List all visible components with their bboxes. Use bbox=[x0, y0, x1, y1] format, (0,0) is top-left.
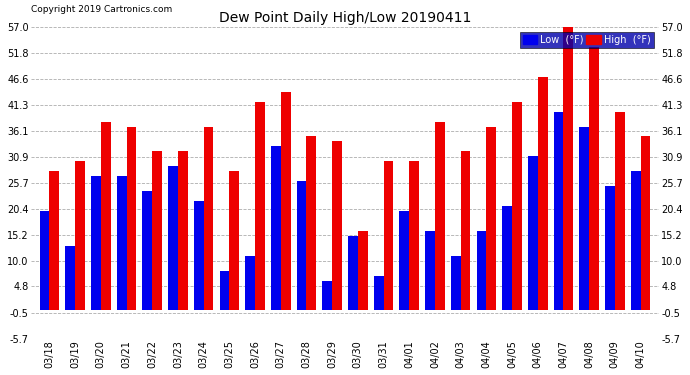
Bar bbox=[461, 152, 471, 310]
Bar bbox=[178, 152, 188, 310]
Legend: Low  (°F), High  (°F): Low (°F), High (°F) bbox=[520, 32, 653, 48]
Bar bbox=[219, 271, 229, 310]
Bar bbox=[245, 256, 255, 310]
Bar bbox=[271, 146, 281, 310]
Bar bbox=[168, 166, 178, 310]
Bar bbox=[553, 112, 564, 310]
Bar bbox=[631, 171, 640, 310]
Bar bbox=[75, 161, 85, 310]
Bar bbox=[477, 231, 486, 310]
Bar bbox=[374, 276, 384, 310]
Title: Dew Point Daily High/Low 20190411: Dew Point Daily High/Low 20190411 bbox=[219, 10, 471, 25]
Bar bbox=[143, 191, 152, 310]
Bar bbox=[281, 92, 290, 310]
Bar bbox=[538, 77, 547, 310]
Bar bbox=[101, 122, 110, 310]
Bar bbox=[564, 27, 573, 310]
Bar bbox=[435, 122, 445, 310]
Bar bbox=[640, 136, 650, 310]
Bar bbox=[91, 176, 101, 310]
Bar bbox=[451, 256, 461, 310]
Bar bbox=[126, 126, 137, 310]
Text: Copyright 2019 Cartronics.com: Copyright 2019 Cartronics.com bbox=[32, 5, 173, 14]
Bar bbox=[615, 112, 624, 310]
Bar bbox=[589, 47, 599, 310]
Bar bbox=[358, 231, 368, 310]
Bar bbox=[255, 102, 265, 310]
Bar bbox=[152, 152, 162, 310]
Bar bbox=[580, 126, 589, 310]
Bar bbox=[297, 181, 306, 310]
Bar bbox=[348, 236, 358, 310]
Bar bbox=[512, 102, 522, 310]
Bar bbox=[117, 176, 126, 310]
Bar bbox=[50, 171, 59, 310]
Bar bbox=[486, 126, 496, 310]
Bar bbox=[332, 141, 342, 310]
Bar bbox=[229, 171, 239, 310]
Bar bbox=[502, 206, 512, 310]
Bar bbox=[40, 211, 50, 310]
Bar bbox=[306, 136, 316, 310]
Bar bbox=[605, 186, 615, 310]
Bar bbox=[400, 211, 409, 310]
Bar bbox=[528, 156, 538, 310]
Bar bbox=[425, 231, 435, 310]
Bar bbox=[322, 280, 332, 310]
Bar bbox=[409, 161, 419, 310]
Bar bbox=[194, 201, 204, 310]
Bar bbox=[384, 161, 393, 310]
Bar bbox=[204, 126, 213, 310]
Bar bbox=[66, 246, 75, 310]
